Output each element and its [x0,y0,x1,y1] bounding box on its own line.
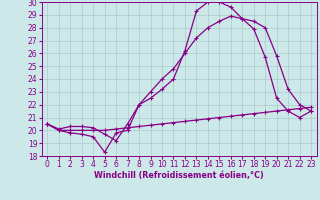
X-axis label: Windchill (Refroidissement éolien,°C): Windchill (Refroidissement éolien,°C) [94,171,264,180]
